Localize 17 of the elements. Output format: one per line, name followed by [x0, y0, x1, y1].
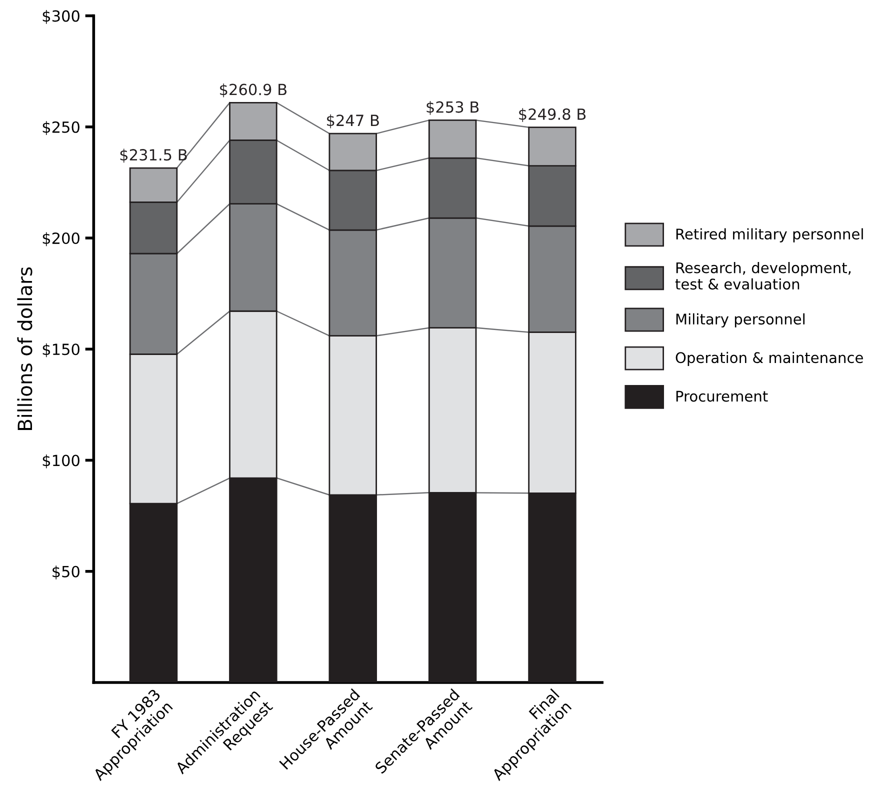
- total-label: $231.5 B: [120, 148, 187, 163]
- total-label: $247 B: [327, 114, 379, 128]
- y-tick-label: $200: [42, 232, 80, 246]
- y-tick-label: $150: [42, 343, 80, 358]
- total-label: $253 B: [426, 101, 479, 115]
- y-axis-title: Billions of dollars: [17, 267, 32, 430]
- legend-label: Military personnel: [676, 313, 805, 328]
- total-label: $260.9 B: [220, 83, 286, 98]
- legend-label: Operation & maintenance: [676, 352, 863, 366]
- y-tick-label: $300: [42, 10, 80, 24]
- legend-label: Research, development, test & evaluation: [675, 262, 851, 290]
- y-tick-label: $250: [42, 121, 80, 135]
- y-tick-label: $50: [52, 566, 80, 580]
- legend-label: Procurement: [676, 390, 768, 402]
- total-label: $249.8 B: [519, 108, 586, 122]
- legend-label: Retired military personnel: [676, 228, 863, 242]
- y-tick-label: $100: [42, 454, 80, 468]
